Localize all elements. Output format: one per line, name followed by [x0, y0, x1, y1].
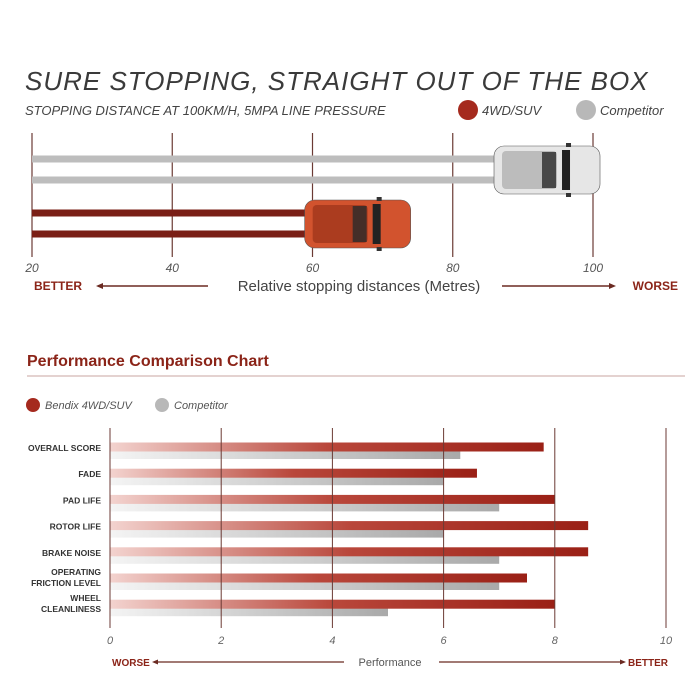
4wd-trail-2	[32, 230, 313, 238]
competitor-bar	[110, 555, 500, 564]
category-label: OVERALL SCORE	[28, 443, 101, 453]
bendix-bar	[110, 468, 477, 478]
performance-bars	[110, 442, 589, 617]
worse-arrowhead	[609, 283, 616, 289]
competitor-bar	[110, 582, 500, 590]
4wd-car-icon-windshield	[372, 204, 381, 244]
competitor-car-icon-mirror-right	[566, 193, 572, 197]
competitor-trail-1	[32, 155, 503, 163]
performance-chart-title: Performance Comparison Chart	[27, 353, 270, 370]
x-tick-8: 8	[552, 635, 559, 647]
stopping-x-axis-label: Relative stopping distances (Metres)	[238, 278, 481, 295]
stopping-x-ticks: 20 40 60 80 100	[24, 261, 603, 275]
category-label: ROTOR LIFE	[50, 522, 102, 532]
better-arrowhead	[96, 283, 103, 289]
x-tick-40: 40	[166, 261, 180, 275]
competitor-bar	[110, 529, 444, 538]
category-label: OPERATING	[51, 567, 101, 577]
legend-swatch-bendix	[26, 398, 40, 412]
legend-swatch-competitor-2	[155, 398, 169, 412]
competitor-car-icon-rear-window	[542, 152, 557, 188]
stopping-chart-subtitle: STOPPING DISTANCE AT 100KM/H, 5MPA LINE …	[25, 103, 386, 118]
competitor-trail-2	[32, 176, 503, 184]
category-label: PAD LIFE	[63, 495, 101, 505]
category-label: BRAKE NOISE	[42, 548, 101, 558]
legend-label-bendix: Bendix 4WD/SUV	[45, 400, 133, 412]
competitor-bar	[110, 503, 500, 512]
better-label-2: BETTER	[628, 658, 669, 669]
4wd-car-icon	[304, 197, 411, 251]
performance-x-axis-label: Performance	[359, 657, 422, 669]
bendix-bar	[110, 521, 589, 531]
worse-arrowhead-2	[152, 659, 158, 665]
performance-category-labels: OVERALL SCORE FADE PAD LIFE ROTOR LIFE BRAKE…	[28, 443, 101, 614]
competitor-bar	[110, 451, 461, 459]
x-tick-80: 80	[446, 261, 460, 275]
bendix-bar	[110, 547, 589, 557]
4wd-car-icon-mirror-right	[376, 247, 382, 251]
x-tick-60: 60	[306, 261, 320, 275]
4wd-car-icon-mirror-left	[376, 197, 382, 201]
stopping-chart-title: SURE STOPPING, STRAIGHT OUT OF THE BOX	[25, 66, 649, 96]
better-arrowhead-2	[620, 659, 626, 665]
worse-label: WORSE	[633, 279, 678, 293]
legend-swatch-competitor	[576, 100, 596, 120]
x-tick-4: 4	[329, 635, 335, 647]
4wd-car-icon-rear-window	[352, 206, 367, 242]
competitor-car-icon	[493, 143, 601, 197]
worse-label-2: WORSE	[112, 658, 150, 669]
competitor-bar	[110, 608, 388, 617]
x-tick-20: 20	[24, 261, 39, 275]
x-tick-100: 100	[583, 261, 603, 275]
performance-gridlines	[109, 428, 667, 628]
competitor-bar	[110, 477, 444, 486]
category-label: CLEANLINESS	[41, 604, 101, 614]
stopping-bars	[32, 143, 601, 251]
legend-label-4wd: 4WD/SUV	[482, 103, 543, 118]
bendix-bar	[110, 442, 544, 452]
x-tick-2: 2	[217, 635, 224, 647]
legend-label-competitor-2: Competitor	[174, 400, 229, 412]
performance-x-ticks: 0 2 4 6 8 10	[107, 635, 673, 647]
bendix-bar	[110, 573, 527, 583]
better-label: BETTER	[34, 279, 82, 293]
legend-label-competitor: Competitor	[600, 103, 664, 118]
legend-swatch-4wd	[458, 100, 478, 120]
category-label: WHEEL	[70, 593, 101, 603]
x-tick-6: 6	[441, 635, 448, 647]
x-tick-0: 0	[107, 635, 114, 647]
category-label: FRICTION LEVEL	[31, 578, 101, 588]
category-label: FADE	[78, 469, 101, 479]
4wd-trail-1	[32, 209, 313, 217]
x-tick-10: 10	[660, 635, 673, 647]
competitor-car-icon-mirror-left	[566, 143, 572, 147]
competitor-car-icon-windshield	[562, 150, 571, 190]
